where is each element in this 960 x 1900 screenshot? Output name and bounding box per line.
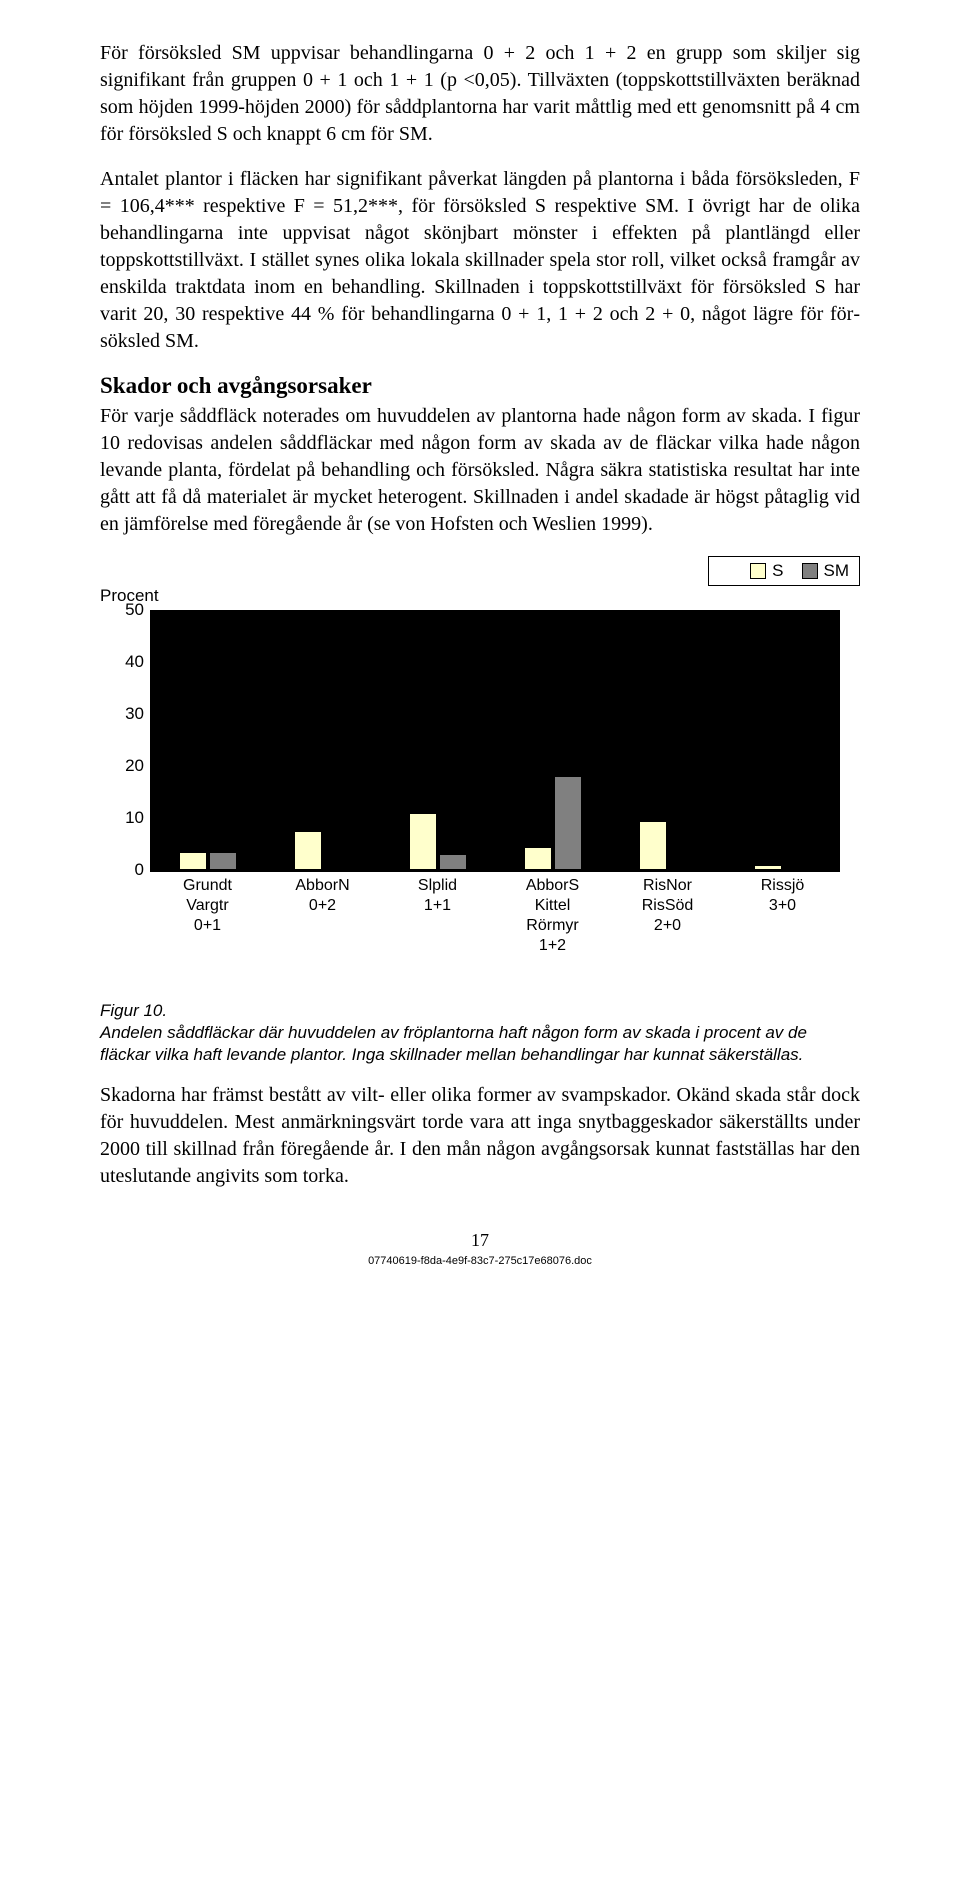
page-number: 17	[100, 1230, 860, 1251]
legend-item-s: S	[750, 561, 783, 581]
chart-bar-group	[639, 821, 697, 870]
chart-x-label: Slplid 1+1	[380, 876, 495, 956]
paragraph-1: För försöksled SM uppvisar behandlingarn…	[100, 40, 860, 148]
legend-label-sm: SM	[824, 561, 850, 581]
chart-x-label: Grundt Vargtr 0+1	[150, 876, 265, 956]
chart-y-tick: 50	[100, 600, 144, 620]
chart-x-labels: Grundt Vargtr 0+1AbborN 0+2Slplid 1+1Abb…	[150, 876, 840, 956]
figure-label: Figur 10.	[100, 1000, 860, 1022]
chart-bar-group	[294, 831, 352, 870]
section-heading: Skador och avgångsorsaker	[100, 373, 860, 399]
chart-plot-area	[150, 610, 840, 870]
chart-y-tick: 30	[100, 704, 144, 724]
chart-bar	[209, 852, 237, 870]
chart-bar-group	[179, 852, 237, 870]
chart-bar	[294, 831, 322, 870]
chart-x-label: RisNor RisSöd 2+0	[610, 876, 725, 956]
chart-container: S SM Procent Grundt Vargtr 0+1AbborN 0+2…	[100, 556, 860, 910]
paragraph-3: För varje såddfläck noterades om huvudde…	[100, 403, 860, 538]
chart-legend: S SM	[708, 556, 860, 586]
paragraph-2: Antalet plantor i fläcken har signifikan…	[100, 166, 860, 355]
figure-caption-text: Andelen såddfläckar där huvuddelen av fr…	[100, 1023, 807, 1064]
chart-x-label: AbborN 0+2	[265, 876, 380, 956]
chart-x-axis	[150, 870, 840, 872]
page-footer: 17 07740619-f8da-4e9f-83c7-275c17e68076.…	[100, 1230, 860, 1267]
legend-swatch-sm	[802, 563, 818, 579]
figure-caption: Figur 10. Andelen såddfläckar där huvudd…	[100, 1000, 860, 1066]
legend-swatch-s	[750, 563, 766, 579]
legend-item-sm: SM	[802, 561, 850, 581]
doc-filename: 07740619-f8da-4e9f-83c7-275c17e68076.doc	[100, 1255, 860, 1267]
chart-y-tick: 10	[100, 808, 144, 828]
chart-x-label: Rissjö 3+0	[725, 876, 840, 956]
legend-label-s: S	[772, 561, 783, 581]
chart: Procent Grundt Vargtr 0+1AbborN 0+2Slpli…	[100, 590, 860, 910]
chart-bar	[409, 813, 437, 870]
chart-y-tick: 20	[100, 756, 144, 776]
chart-bar	[554, 776, 582, 870]
chart-bar	[639, 821, 667, 870]
chart-bar-group	[524, 776, 582, 870]
chart-x-label: AbborS Kittel Rörmyr 1+2	[495, 876, 610, 956]
chart-bar	[179, 852, 207, 870]
chart-y-tick: 0	[100, 860, 144, 880]
chart-y-tick: 40	[100, 652, 144, 672]
paragraph-4: Skadorna har främst bestått av vilt- ell…	[100, 1082, 860, 1190]
chart-bar	[439, 854, 467, 870]
chart-bar	[524, 847, 552, 870]
page: För försöksled SM uppvisar behandlingarn…	[0, 0, 960, 1307]
chart-bar-group	[409, 813, 467, 870]
